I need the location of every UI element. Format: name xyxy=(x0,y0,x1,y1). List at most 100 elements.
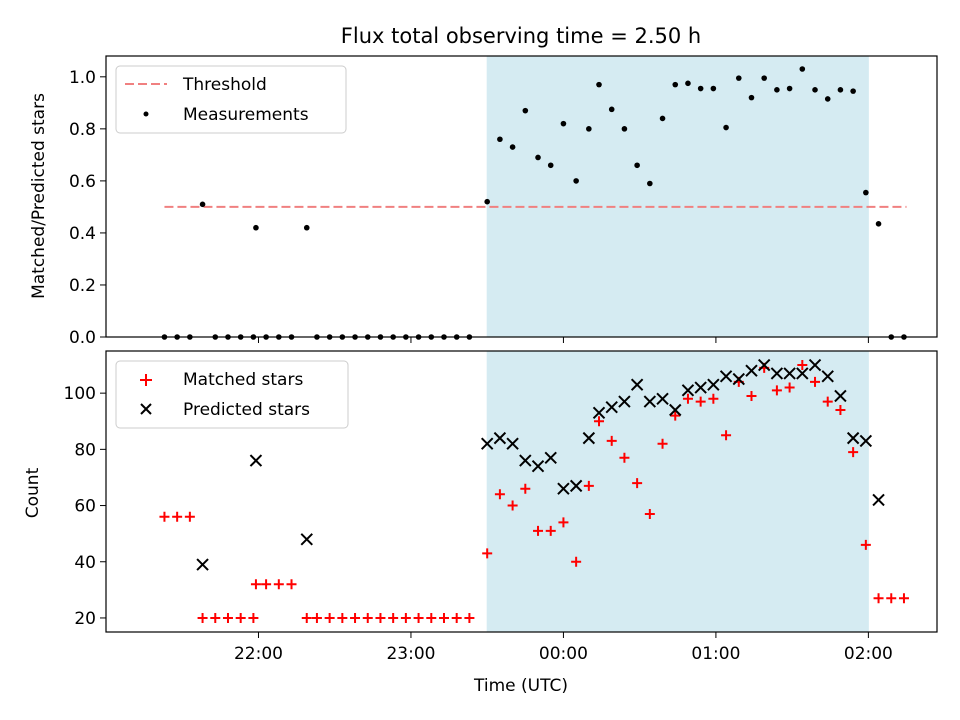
matched-star-point xyxy=(835,405,846,416)
legend-matched-label: Matched stars xyxy=(183,370,303,390)
predicted-star-point xyxy=(859,434,873,448)
matched-star-point xyxy=(848,447,859,458)
top-plot-frame xyxy=(105,55,938,338)
matched-star-point xyxy=(172,511,183,522)
matched-star-point xyxy=(571,556,582,567)
legend-predicted-swatch xyxy=(140,403,152,415)
matched-star-point xyxy=(494,489,505,500)
x-axis-label: Time (UTC) xyxy=(473,676,568,696)
matched-star-point xyxy=(438,612,449,623)
matched-star-point xyxy=(159,511,170,522)
predicted-star-point xyxy=(669,403,682,417)
predicted-star-point xyxy=(557,482,570,495)
top-y-tick-label: 0.2 xyxy=(69,276,96,296)
matched-star-point xyxy=(695,396,706,407)
predicted-star-point xyxy=(300,533,313,546)
top-panel: 0.0 0.2 0.4 0.6 0.8 1.0 Matched/Predicted sta… xyxy=(29,55,938,348)
matched-star-point xyxy=(670,410,681,421)
matched-star-point xyxy=(810,376,821,387)
matched-star-point xyxy=(898,593,909,604)
matched-star-point xyxy=(860,539,871,550)
predicted-star-point xyxy=(846,431,860,445)
measurement-point xyxy=(863,189,869,196)
matched-star-point xyxy=(184,511,195,522)
measurement-point xyxy=(199,201,206,208)
matched-star-point xyxy=(362,612,373,623)
predicted-star-point xyxy=(770,367,784,380)
bottom-y-tick-label: 100 xyxy=(64,384,96,404)
top-x-ticks xyxy=(257,337,869,343)
top-y-tick-label: 0.8 xyxy=(69,120,96,140)
matched-star-point xyxy=(886,593,897,604)
measurement-point xyxy=(253,224,259,231)
top-y-tick-label: 0.0 xyxy=(69,328,96,348)
top-y-axis: 0.0 0.2 0.4 0.6 0.8 1.0 xyxy=(69,68,106,348)
measurement-point xyxy=(497,136,503,143)
matched-star-point xyxy=(771,385,782,396)
measurement-point xyxy=(774,87,780,93)
measurement-point xyxy=(723,124,729,131)
measurement-point xyxy=(608,106,615,113)
top-y-tick-label: 0.4 xyxy=(69,224,96,244)
chart-title: Flux total observing time = 2.50 h xyxy=(341,24,701,48)
measurement-point xyxy=(761,75,767,81)
matched-star-point xyxy=(210,612,221,623)
legend-measurements-swatch xyxy=(143,111,149,117)
matched-star-point xyxy=(451,612,462,623)
predicted-star-point xyxy=(592,406,606,420)
predicted-star-point xyxy=(480,437,494,450)
matched-star-point xyxy=(721,430,732,441)
measurement-point xyxy=(799,66,806,72)
measurement-point xyxy=(812,87,818,93)
predicted-star-point xyxy=(745,364,758,377)
bottom-y-axis: 20 40 60 80 100 xyxy=(64,384,106,629)
bottom-plot-frame xyxy=(105,350,938,633)
matched-star-point xyxy=(619,452,630,463)
measurement-point xyxy=(685,80,691,87)
predicted-star-point xyxy=(707,378,720,391)
legend-predicted-label: Predicted stars xyxy=(183,400,310,420)
matched-star-point xyxy=(482,548,493,559)
measurement-point xyxy=(303,224,310,231)
matched-star-point xyxy=(301,612,312,623)
predicted-star-point xyxy=(681,384,695,397)
measurement-point xyxy=(522,107,529,114)
measurement-point xyxy=(547,162,554,169)
legend-threshold-label: Threshold xyxy=(182,75,267,95)
predicted-star-point xyxy=(719,370,733,383)
measurement-point xyxy=(634,162,640,169)
top-legend: Threshold Measurements xyxy=(115,65,347,134)
count-points xyxy=(159,358,909,623)
predicted-star-point xyxy=(630,378,644,391)
matched-star-point xyxy=(644,508,655,519)
matched-star-point xyxy=(235,612,246,623)
matched-star-point xyxy=(400,612,411,623)
matched-star-point xyxy=(746,390,757,401)
bottom-y-tick-label: 80 xyxy=(74,440,96,460)
predicted-star-point xyxy=(569,479,583,493)
legend-measurements-label: Measurements xyxy=(183,105,309,125)
matched-star-point xyxy=(708,393,719,404)
predicted-star-point xyxy=(605,400,618,414)
matched-star-point xyxy=(388,612,399,623)
bottom-panel: 20 40 60 80 100 22:00 23:00 00:00 01:00 02:00 Co… xyxy=(23,350,938,696)
predicted-star-point xyxy=(196,558,209,571)
matched-star-point xyxy=(350,612,361,623)
matched-star-point xyxy=(248,612,259,623)
predicted-star-point xyxy=(808,358,822,372)
measurement-point xyxy=(659,115,666,122)
matched-star-point xyxy=(558,517,569,528)
measurement-point xyxy=(748,94,755,101)
measurement-point xyxy=(710,85,717,92)
measurement-point xyxy=(509,144,516,150)
matched-star-point xyxy=(464,612,475,623)
predicted-star-point xyxy=(872,493,885,507)
matched-star-point xyxy=(606,435,617,446)
predicted-star-point xyxy=(506,437,519,450)
measurement-point xyxy=(647,180,653,187)
predicted-star-point xyxy=(531,460,545,473)
predicted-star-point xyxy=(834,389,847,403)
matched-star-point xyxy=(657,438,668,449)
bottom-x-axis: 22:00 23:00 00:00 01:00 02:00 xyxy=(234,632,893,664)
predicted-star-point xyxy=(783,367,796,380)
